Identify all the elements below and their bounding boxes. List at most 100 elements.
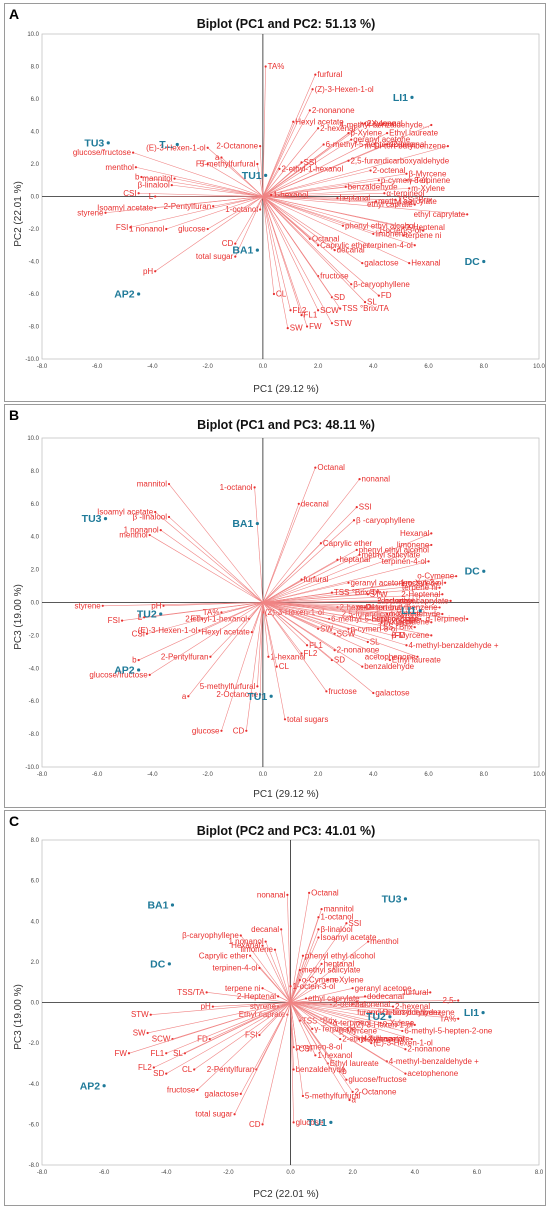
variable-label: glucose <box>178 225 206 234</box>
variable-vector <box>262 196 377 202</box>
variable-point <box>261 987 264 990</box>
variable-vector <box>262 602 443 615</box>
observation-label: TU1 <box>242 170 262 182</box>
observation-point <box>410 95 414 99</box>
variable-label: SD <box>153 1069 164 1078</box>
panel-letter: A <box>9 6 20 22</box>
variable-vector <box>262 592 332 603</box>
variable-vector <box>128 1002 291 1054</box>
variable-vector <box>290 1002 394 1007</box>
variable-vector <box>290 1002 316 1056</box>
variable-point <box>430 634 433 637</box>
x-tick-label: -8.0 <box>37 364 48 370</box>
chart-title: Biplot (PC1 and PC3: 48.11 %) <box>197 418 375 432</box>
y-tick-label: 6.0 <box>31 879 40 885</box>
variable-vector <box>290 1002 341 1040</box>
variable-label: 1-octen-3-ol <box>400 578 443 587</box>
variable-point <box>308 109 311 112</box>
variable-label: 2-Heptenal <box>401 590 440 599</box>
variable-point <box>267 655 270 658</box>
variable-label: (E)-3-Hexen-1-ol <box>146 143 206 152</box>
variable-point <box>339 1037 342 1041</box>
variable-vector <box>262 196 415 246</box>
variable-point <box>361 262 364 265</box>
x-tick-label: -8.0 <box>37 1170 48 1176</box>
variable-point <box>264 65 267 68</box>
variable-label: SL <box>367 298 377 307</box>
variable-vector <box>141 176 263 197</box>
variable-label: 2,5-furandicarboxyaldehyde <box>342 610 441 619</box>
variable-point <box>259 693 262 696</box>
variable-point <box>253 486 256 489</box>
variable-vector <box>221 602 264 731</box>
variable-label: Hexyl acetate <box>201 628 250 637</box>
variable-label: menthol <box>105 163 134 172</box>
variable-point <box>333 649 336 652</box>
variable-vector <box>290 1002 403 1032</box>
variable-vector <box>290 996 366 1003</box>
variable-point <box>386 143 389 146</box>
variable-vector <box>262 110 311 197</box>
variable-label: Octanal <box>311 888 339 897</box>
variable-label: dodecanal <box>389 140 426 149</box>
x-tick-label: 4.0 <box>411 1170 420 1176</box>
variable-label: phenyl ethyl alcohol <box>359 545 429 554</box>
variable-point <box>145 632 149 635</box>
variable-label: 2-Pentylfuran <box>207 1065 255 1074</box>
x-tick-label: 6.0 <box>473 1170 482 1176</box>
variable-point <box>367 940 370 943</box>
variable-vector <box>290 1000 459 1003</box>
variable-vector <box>262 602 368 643</box>
variable-label: SCW <box>152 1035 171 1044</box>
observation-point <box>167 962 171 966</box>
observation-label: AP2 <box>114 289 135 301</box>
variable-vector <box>262 602 415 628</box>
variable-vector <box>257 163 264 197</box>
variable-label: 2-nonenal <box>367 603 403 612</box>
variable-label: terpinen-4-ol <box>368 241 413 250</box>
observation-point <box>106 141 110 145</box>
observation-point <box>388 1015 392 1019</box>
y-tick-label: 8.0 <box>31 838 40 844</box>
variable-point <box>292 1121 295 1124</box>
variable-point <box>173 177 176 180</box>
variable-point <box>273 948 277 951</box>
variable-point <box>261 1123 264 1126</box>
variable-point <box>292 120 295 123</box>
variable-vector <box>290 917 319 1003</box>
variable-point <box>357 1037 360 1041</box>
variable-label: 6-methyl-5-hepten-2-one <box>404 1026 493 1035</box>
variable-point <box>245 729 248 732</box>
variable-point <box>408 187 411 190</box>
variable-label: TA% <box>268 62 285 71</box>
variable-point <box>361 665 364 668</box>
variable-label: acetophenone <box>365 652 416 661</box>
variable-label: 5-methylfurfural <box>305 1091 361 1100</box>
variable-vector <box>262 194 272 197</box>
y-tick-label: 2.0 <box>31 162 40 168</box>
variable-label: decanal <box>251 925 279 934</box>
variable-point <box>355 548 358 551</box>
variable-point <box>326 979 329 982</box>
variable-label: o-Xylene <box>364 119 396 128</box>
variable-point <box>233 1113 236 1116</box>
y-tick-label: 0.0 <box>31 601 40 607</box>
variable-point <box>208 1037 211 1041</box>
variable-label: b <box>132 656 137 665</box>
variable-vector <box>262 196 289 329</box>
variable-vector <box>262 478 360 603</box>
variable-point <box>347 132 350 135</box>
variable-vector <box>262 503 300 603</box>
variable-label: Hexyl acetate <box>295 117 344 126</box>
x-tick-label: 2.0 <box>348 1170 357 1176</box>
variable-vector <box>262 602 374 694</box>
variable-label: FL1 <box>304 311 318 320</box>
variable-point <box>444 581 447 584</box>
variable-vector <box>290 1002 294 1123</box>
y-tick-label: 6.0 <box>31 97 40 103</box>
variable-point <box>438 586 441 589</box>
variable-point <box>212 205 215 208</box>
variable-label: α-terpineol <box>333 1018 371 1027</box>
variable-vector <box>290 1002 372 1013</box>
variable-label: 5-methylfurfural <box>200 682 256 691</box>
